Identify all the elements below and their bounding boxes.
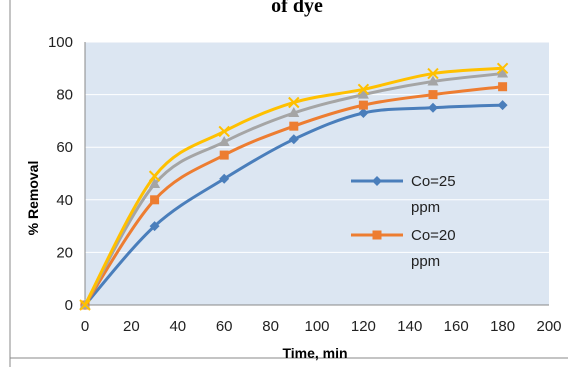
x-tick-label: 80 xyxy=(262,318,279,335)
x-tick-label: 120 xyxy=(351,318,376,335)
legend-swatch-marker xyxy=(372,176,382,186)
x-tick-label: 200 xyxy=(536,318,561,335)
x-tick-label: 0 xyxy=(81,318,89,335)
series-2-point xyxy=(358,100,368,110)
series-4-point xyxy=(288,96,300,109)
plot-area xyxy=(85,42,549,305)
series-4-point xyxy=(496,62,509,75)
gridlines xyxy=(85,41,549,253)
series-4-point xyxy=(79,299,91,311)
series-3-point xyxy=(288,107,300,118)
series-3 xyxy=(79,67,509,309)
legend-label: ppm xyxy=(411,199,440,216)
y-tick-label: 60 xyxy=(56,139,73,156)
series-1-point xyxy=(358,108,369,119)
legend-label: Co=25 xyxy=(411,173,456,190)
series-layer xyxy=(79,62,509,311)
y-tick-label: 0 xyxy=(65,297,73,314)
series-2-point xyxy=(428,90,438,100)
series-2-point xyxy=(498,82,508,92)
series-1-point xyxy=(219,173,230,184)
series-3-point xyxy=(218,135,230,146)
x-tick-label: 60 xyxy=(216,318,233,335)
series-4-point xyxy=(218,125,230,138)
series-1-point xyxy=(428,102,438,113)
series-1-point xyxy=(288,134,299,145)
legend-item-1: Co=25 ppm xyxy=(351,173,456,216)
series-3-point xyxy=(149,178,161,189)
series-4-point xyxy=(357,83,370,96)
tick-labels: 0 20 40 60 80 100 0 20 40 60 80 100 120 140 160 180 200 xyxy=(48,34,562,335)
chart-title: of dye xyxy=(271,0,323,17)
y-tick-label: 40 xyxy=(56,192,73,209)
legend-swatch-marker xyxy=(372,230,382,240)
series-3-point xyxy=(427,75,439,86)
x-tick-label: 160 xyxy=(444,318,469,335)
series-3-point xyxy=(357,88,369,99)
plot-background xyxy=(85,42,549,305)
x-tick-label: 40 xyxy=(169,318,186,335)
series-1-point xyxy=(149,221,160,232)
series-4-point xyxy=(148,170,161,182)
series-4 xyxy=(79,62,509,311)
legend-label: ppm xyxy=(411,253,440,270)
y-tick-label: 80 xyxy=(56,87,73,104)
series-4-point xyxy=(427,67,439,80)
legend-item-2: Co=20 ppm xyxy=(351,227,456,270)
axes xyxy=(84,42,549,306)
series-2-point xyxy=(150,195,160,205)
legend-label: Co=20 xyxy=(411,227,456,244)
x-tick-label: 20 xyxy=(123,318,140,335)
legend: Co=25 ppm Co=20 ppm xyxy=(351,173,456,270)
y-axis-title: % Removal xyxy=(25,161,41,236)
y-tick-label: 100 xyxy=(48,34,73,51)
x-axis-title: Time, min xyxy=(282,345,347,361)
series-1-point xyxy=(497,100,508,111)
x-tick-label: 100 xyxy=(304,318,329,335)
series-2-point xyxy=(289,121,299,131)
series-3-point xyxy=(497,67,509,78)
x-tick-label: 140 xyxy=(397,318,422,335)
series-2-point xyxy=(219,150,229,160)
y-tick-label: 20 xyxy=(56,244,73,261)
x-tick-label: 180 xyxy=(490,318,515,335)
